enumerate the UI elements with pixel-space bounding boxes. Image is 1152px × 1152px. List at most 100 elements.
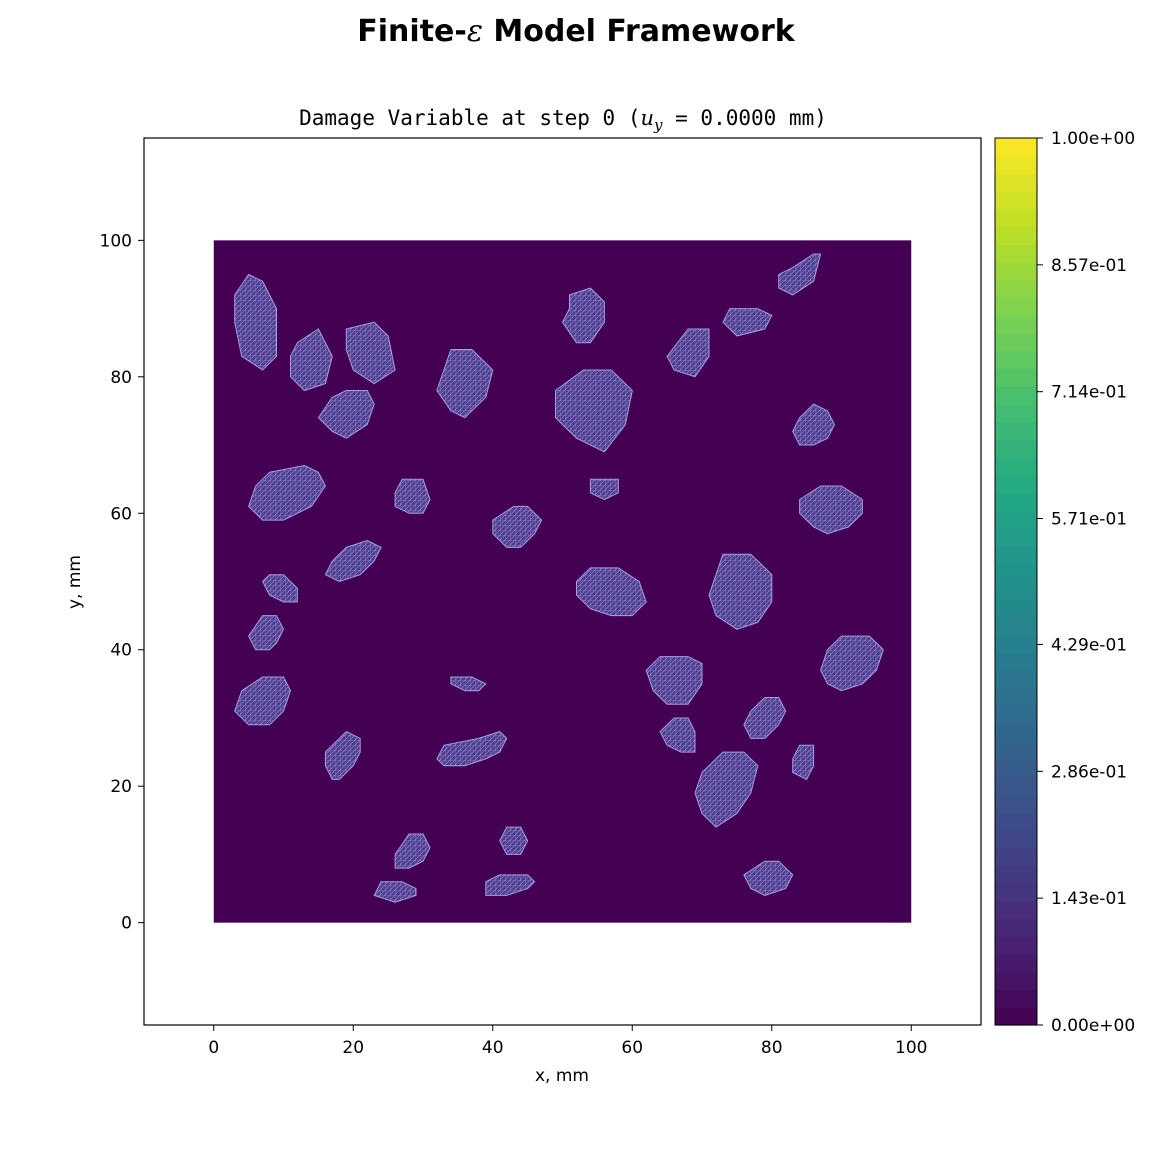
aggregate-particle xyxy=(722,308,773,337)
colorbar-frame xyxy=(994,137,1038,1026)
colorbar-band xyxy=(995,687,1037,707)
colorbar-band xyxy=(995,599,1037,618)
colorbar-tick-label: 8.57e-01 xyxy=(1051,256,1127,276)
colorbar xyxy=(994,137,1038,1026)
aggregate-mesh xyxy=(317,390,375,439)
colorbar-band xyxy=(995,546,1037,565)
colorbar-band xyxy=(995,634,1037,654)
aggregate-mesh xyxy=(373,881,417,903)
colorbar-tick-label: 2.86e-01 xyxy=(1051,762,1127,782)
aggregate-mesh xyxy=(694,751,759,828)
aggregate-mesh xyxy=(345,321,396,385)
aggregate-particle xyxy=(792,403,836,446)
aggregate-particle xyxy=(248,615,285,651)
colorbar-band xyxy=(995,191,1037,210)
colorbar-band xyxy=(995,138,1037,157)
aggregate-particle xyxy=(317,390,375,439)
colorbar-band xyxy=(995,244,1037,263)
aggregate-particle xyxy=(792,744,815,781)
colorbar-band xyxy=(995,208,1037,228)
x-tick-label: 0 xyxy=(208,1038,219,1058)
aggregate-mesh xyxy=(792,744,815,781)
colorbar-tick-label: 1.00e+00 xyxy=(1051,129,1135,149)
colorbar-band xyxy=(995,457,1037,476)
y-tick-label: 80 xyxy=(110,368,132,388)
aggregate-mesh xyxy=(561,287,605,344)
colorbar-tick-label: 1.43e-01 xyxy=(1051,889,1127,909)
colorbar-band xyxy=(995,794,1037,813)
aggregate-particle xyxy=(324,540,382,583)
aggregate-particle xyxy=(261,574,298,603)
colorbar-band xyxy=(995,900,1037,920)
y-tick-label: 0 xyxy=(121,914,132,934)
aggregate-particle xyxy=(290,328,333,392)
x-tick-label: 60 xyxy=(621,1038,643,1058)
colorbar-band xyxy=(995,510,1037,529)
colorbar-band xyxy=(995,315,1037,334)
x-tick-label: 100 xyxy=(895,1038,927,1058)
aggregate-particle xyxy=(436,349,494,419)
colorbar-band xyxy=(995,368,1037,387)
aggregate-mesh xyxy=(248,615,285,651)
aggregate-particle xyxy=(450,676,487,692)
colorbar-band xyxy=(995,386,1037,405)
aggregate-mesh xyxy=(799,485,863,535)
aggregate-mesh xyxy=(499,826,529,855)
colorbar-band xyxy=(995,705,1037,725)
colorbar-band xyxy=(995,812,1037,831)
aggregate-particle xyxy=(485,874,536,896)
aggregate-mesh xyxy=(743,860,794,896)
figure-title-prefix: Finite- xyxy=(357,14,467,49)
aggregate-particle xyxy=(234,273,277,371)
axes-frame xyxy=(143,137,982,1026)
colorbar-band xyxy=(995,404,1037,423)
aggregate-particle xyxy=(555,369,633,453)
colorbar-band xyxy=(995,847,1037,866)
colorbar-band xyxy=(995,865,1037,884)
aggregate-particle xyxy=(820,635,884,692)
colorbar-tick-label: 0.00e+00 xyxy=(1051,1016,1135,1036)
colorbar-band xyxy=(995,173,1037,192)
plot-area xyxy=(213,240,912,923)
colorbar-band xyxy=(995,563,1037,583)
colorbar-band xyxy=(995,155,1037,175)
colorbar-band xyxy=(995,989,1037,1008)
colorbar-band xyxy=(995,652,1037,671)
figure-title: Finite-ε Model Framework xyxy=(0,14,1152,49)
colorbar-band xyxy=(995,297,1037,316)
aggregate-particle xyxy=(248,464,326,521)
colorbar-band xyxy=(995,758,1037,778)
aggregate-mesh xyxy=(576,567,647,617)
aggregate-particle xyxy=(708,553,773,630)
colorbar-band xyxy=(995,262,1037,281)
plot-title-var: u xyxy=(640,106,654,130)
x-axis-label: x, mm xyxy=(535,1066,589,1086)
y-tick-label: 20 xyxy=(110,777,132,797)
colorbar-band xyxy=(995,1007,1037,1026)
aggregate-mesh xyxy=(820,635,884,692)
y-tick-label: 60 xyxy=(110,504,132,524)
aggregate-particle xyxy=(778,253,822,296)
aggregate-mesh xyxy=(778,253,822,296)
x-tick-label: 20 xyxy=(342,1038,364,1058)
y-axis-label: y, mm xyxy=(65,555,85,609)
aggregate-mesh xyxy=(589,478,619,501)
aggregate-mesh xyxy=(722,308,773,337)
aggregate-mesh xyxy=(485,874,536,896)
aggregate-particle xyxy=(324,730,361,780)
colorbar-band xyxy=(995,279,1037,299)
colorbar-band xyxy=(995,776,1037,795)
aggregate-mesh xyxy=(261,574,298,603)
aggregate-mesh xyxy=(248,464,326,521)
aggregate-particle xyxy=(394,833,431,869)
colorbar-band xyxy=(995,333,1037,352)
aggregate-particle xyxy=(645,656,703,705)
colorbar-ticks: 0.00e+00 1.43e-01 2.86e-01 4.29e-01 5.71e-01… xyxy=(1037,129,1135,1036)
aggregate-particle xyxy=(694,751,759,828)
aggregate-particle xyxy=(589,478,619,501)
aggregate-mesh xyxy=(394,833,431,869)
colorbar-band xyxy=(995,528,1037,547)
y-tick-label: 100 xyxy=(100,231,132,251)
colorbar-band xyxy=(995,616,1037,636)
